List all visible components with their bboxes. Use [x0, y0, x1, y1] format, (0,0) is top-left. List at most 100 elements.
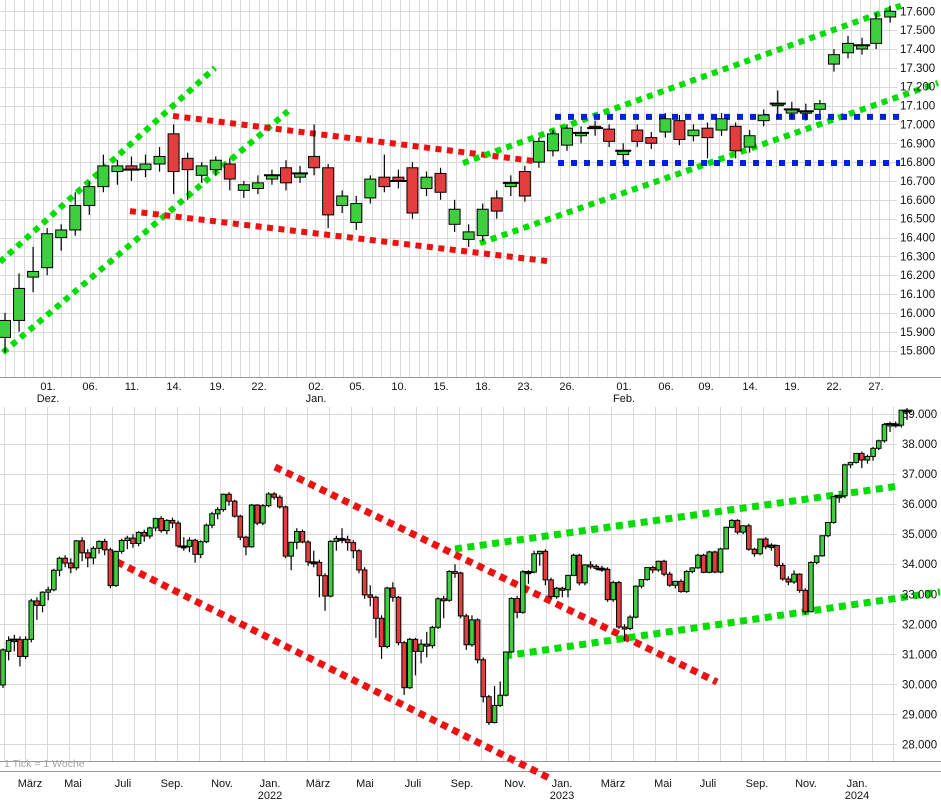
candle-up [197, 541, 204, 555]
y-axis-label: 29.000 [902, 709, 937, 721]
candle-down [645, 137, 658, 144]
candle-up [384, 587, 390, 648]
y-axis-label: 16.100 [900, 289, 935, 301]
x-axis-label-year: 2023 [550, 790, 574, 802]
x-axis-label: 27. [868, 381, 883, 393]
candle-up [546, 133, 559, 152]
grid [0, 407, 941, 772]
x-axis-label-year: Dez. [37, 393, 60, 405]
candle-down [175, 522, 181, 547]
candle-up [28, 600, 35, 640]
candle-up [73, 540, 80, 569]
x-axis-label: Sep. [746, 778, 769, 790]
candle-down [181, 157, 194, 171]
x-axis-label: 09. [698, 381, 713, 393]
candle-up [870, 18, 883, 44]
candle-down [378, 617, 385, 648]
candle-up [827, 54, 840, 65]
candle-up [757, 538, 763, 555]
candle-down [423, 643, 430, 647]
trendline-green [461, 2, 903, 166]
x-axis-label: 01. [616, 381, 631, 393]
candle-down [361, 569, 368, 596]
candle-up [553, 587, 560, 598]
x-axis-label: Juli [115, 778, 132, 790]
candle-up [97, 165, 110, 188]
y-axis-label: 17.100 [900, 101, 935, 113]
y-axis-label: 17.400 [900, 44, 935, 56]
candle-down [305, 541, 311, 563]
daily-candlestick-chart: 17.600 17.500 17.400 17.300 17.200 17.100 17.0… [0, 0, 941, 405]
candle-down [678, 580, 684, 593]
candle-down [440, 598, 447, 602]
y-axis-label: 30.000 [902, 679, 937, 691]
candle-up [881, 424, 888, 442]
candle-up [39, 591, 46, 606]
trendline-red [273, 463, 719, 686]
candle-up [90, 547, 97, 559]
candle-down [62, 557, 68, 564]
x-axis-label: 18. [475, 381, 490, 393]
candle-up [531, 553, 537, 573]
candle-down [192, 539, 198, 555]
candle-up [729, 519, 735, 528]
y-axis-label: 17.500 [900, 25, 935, 37]
y-axis-label: 16.500 [900, 214, 935, 226]
x-axis-label: 14. [742, 381, 757, 393]
x-axis-label: März [601, 778, 625, 790]
candle-up [118, 540, 125, 552]
candle-up [508, 597, 515, 653]
candle-down [79, 540, 85, 554]
candle-up [0, 649, 6, 686]
candle-up [864, 455, 871, 461]
y-axis-label: 16.400 [900, 233, 935, 245]
candle-down [401, 642, 407, 689]
candle-up [757, 114, 770, 122]
candle-up [203, 524, 210, 543]
y-axis-label: 35.000 [902, 529, 937, 541]
y-axis: 39.000 38.000 37.000 36.000 35.000 34.000 33.0… [902, 409, 937, 751]
candle-down [280, 167, 292, 184]
candle-up [195, 165, 208, 176]
candle-up [476, 208, 489, 237]
candle-up [570, 554, 577, 576]
candle-up [27, 270, 40, 278]
candle-up [364, 178, 377, 199]
candle-down [631, 129, 644, 142]
x-axis-label: 26. [559, 381, 574, 393]
candle-up [813, 103, 826, 110]
x-axis-label: Mai [64, 778, 82, 790]
candle-down [322, 575, 328, 597]
candle-down [141, 531, 148, 537]
y-axis-label: 36.000 [902, 499, 937, 511]
candle-up [655, 560, 662, 571]
candle-up [327, 540, 334, 597]
y-axis-label: 38.000 [902, 439, 937, 451]
candle-down [802, 589, 809, 613]
x-axis-label-year: Jan. [306, 393, 327, 405]
candle-up [51, 569, 57, 591]
y-axis-label: 17.300 [900, 63, 935, 75]
candle-down [603, 128, 616, 142]
x-axis-label: Nov. [795, 778, 817, 790]
candle-up [96, 540, 102, 549]
candle-down [542, 550, 549, 581]
candle-up [870, 447, 876, 457]
candle-up [420, 176, 433, 190]
candle-up [884, 10, 897, 18]
candle-down [779, 564, 786, 580]
candle-down [859, 452, 865, 461]
candle-down [378, 176, 391, 188]
candle-up [706, 551, 713, 573]
candle-down [701, 127, 714, 139]
y-axis-label: 16.300 [900, 251, 935, 263]
trendline-green [479, 80, 939, 246]
candle-up [497, 694, 503, 706]
candle-up [251, 182, 264, 190]
candle-down [322, 167, 335, 216]
x-axis-label-year: Feb. [613, 393, 635, 405]
y-axis-label: 39.000 [902, 409, 937, 421]
candle-up [248, 504, 255, 548]
candle-up [659, 118, 672, 133]
